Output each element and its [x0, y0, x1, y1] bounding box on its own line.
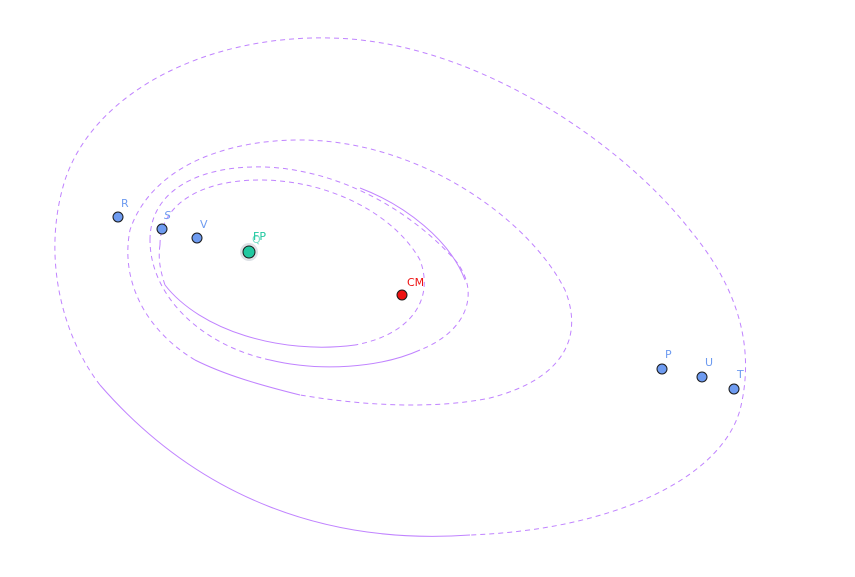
- inner-arc-solid: [359, 187, 466, 281]
- point-S-label: S: [164, 209, 171, 222]
- point-P-marker[interactable]: [656, 363, 668, 375]
- second-orbit-dashed: [127, 139, 573, 406]
- point-P-label: P: [665, 348, 672, 361]
- point-R-marker[interactable]: [112, 211, 124, 223]
- focus-point-marker[interactable]: [242, 245, 256, 259]
- point-V[interactable]: V: [191, 218, 208, 244]
- focus-point[interactable]: FP Q: [240, 230, 266, 261]
- point-R[interactable]: R: [112, 197, 129, 223]
- point-P[interactable]: P: [656, 348, 672, 375]
- point-V-marker[interactable]: [191, 232, 203, 244]
- center-of-mass-marker[interactable]: [396, 289, 408, 301]
- outer-orbit-solid: [99, 384, 471, 537]
- point-T[interactable]: T: [728, 368, 744, 395]
- center-of-mass-label: CM: [407, 276, 424, 289]
- point-T-marker[interactable]: [728, 383, 740, 395]
- inner-orbit-dashed: [159, 179, 425, 346]
- outer-orbit-dashed: [54, 37, 747, 536]
- second-orbit-solid: [194, 359, 301, 396]
- third-orbit-dashed-b: [149, 239, 271, 361]
- focus-point-label: FP: [253, 230, 266, 243]
- point-R-label: R: [121, 197, 129, 210]
- focus-point-secondary-label: Q: [252, 233, 261, 246]
- point-S-marker[interactable]: [156, 223, 168, 235]
- inner-orbit-solid: [164, 284, 356, 348]
- point-T-label: T: [736, 368, 744, 381]
- point-U-label: U: [705, 356, 713, 369]
- center-of-mass[interactable]: CM: [396, 276, 424, 301]
- point-U-marker[interactable]: [696, 371, 708, 383]
- third-orbit-solid-a: [269, 349, 421, 368]
- point-S[interactable]: S: [156, 209, 171, 235]
- point-U[interactable]: U: [696, 356, 713, 383]
- third-orbit-dashed: [149, 166, 469, 351]
- inner-orbit-dashed-b: [158, 244, 166, 286]
- point-V-label: V: [200, 218, 208, 231]
